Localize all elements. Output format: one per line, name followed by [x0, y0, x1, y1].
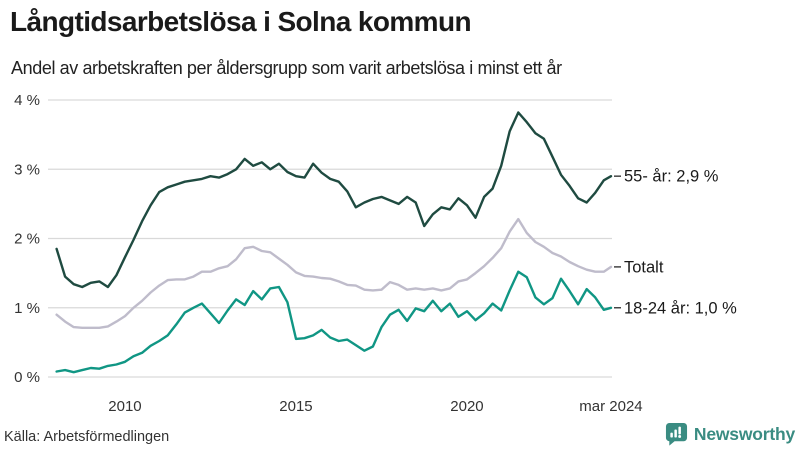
y-tick-label: 0 % — [14, 369, 40, 386]
chart-title: Långtidsarbetslösa i Solna kommun — [10, 6, 472, 37]
x-tick-label: mar 2024 — [579, 398, 642, 415]
series-line-55-r — [55, 111, 613, 289]
y-tick-label: 1 % — [14, 300, 40, 317]
source-note: Källa: Arbetsförmedlingen — [4, 429, 170, 445]
series-line-totalt — [55, 217, 613, 329]
y-tick-label: 3 % — [14, 161, 40, 178]
y-tick-label: 2 % — [14, 231, 40, 248]
chart-subtitle: Andel av arbetskraften per åldersgrupp s… — [11, 58, 562, 78]
series-end-label: 55- år: 2,9 % — [624, 168, 719, 186]
series-line-18-24-r — [55, 270, 613, 374]
newsworthy-wordmark: Newsworthy — [693, 423, 795, 444]
y-tick-label: 4 % — [14, 92, 40, 109]
newsworthy-logo: Newsworthy — [665, 422, 795, 446]
x-tick-label: 2010 — [108, 398, 141, 415]
x-tick-label: 2015 — [279, 398, 312, 415]
series-end-label: Totalt — [624, 258, 664, 276]
bar-chart-bubble-icon — [665, 422, 688, 446]
x-tick-label: 2020 — [450, 398, 483, 415]
series-end-label: 18-24 år: 1,0 % — [624, 299, 737, 317]
